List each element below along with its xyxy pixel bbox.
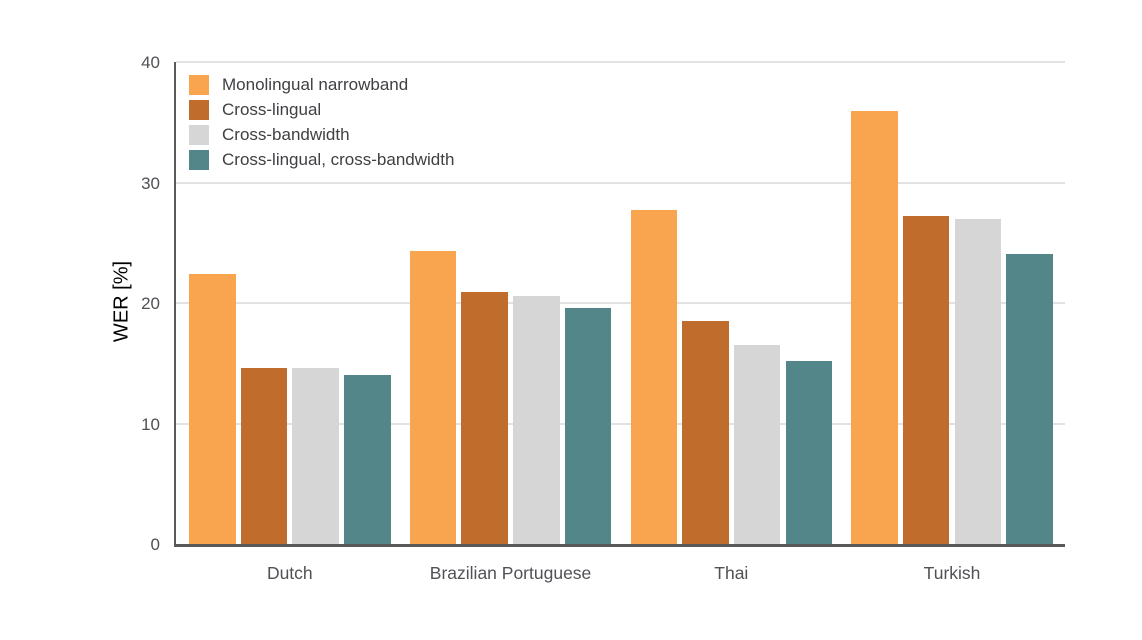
y-tick-label-30: 30: [141, 173, 160, 193]
bar-brazilian-portuguese-series-3: [564, 307, 612, 544]
bar-dutch-series-1: [240, 368, 288, 544]
legend: Monolingual narrowband Cross-lingual Cross…: [189, 72, 454, 172]
y-axis-title: WER [%]: [110, 260, 133, 343]
bar-turkish-series-0: [851, 111, 898, 544]
gridline-y-10: [176, 422, 1065, 425]
legend-swatch-icon: [189, 149, 209, 170]
x-tick-label-brazilian-portuguese: Brazilian Portuguese: [429, 563, 592, 583]
bar-dutch-series-2: [292, 368, 339, 544]
bar-dutch-series-0: [189, 274, 236, 544]
gridline-y-20: [176, 302, 1065, 304]
y-tick-label-20: 20: [141, 294, 160, 313]
legend-item-0: Monolingual narrowband: [189, 72, 454, 97]
x-tick-label-thai: Thai: [714, 563, 749, 583]
y-tick-label-0: 0: [150, 535, 160, 554]
bar-thai-series-0: [630, 210, 677, 544]
legend-swatch-icon: [189, 99, 209, 120]
gridline-y-40: [176, 61, 1065, 63]
bar-thai-series-2: [733, 345, 781, 544]
legend-label: Monolingual narrowband: [222, 74, 409, 94]
bar-turkish-series-1: [902, 216, 950, 544]
bar-turkish-series-3: [1006, 253, 1053, 544]
legend-label: Cross-lingual, cross-bandwidth: [222, 149, 455, 169]
legend-swatch-icon: [189, 124, 209, 145]
bar-brazilian-portuguese-series-0: [409, 251, 457, 544]
bar-turkish-series-2: [954, 218, 1002, 544]
x-tick-label-turkish: Turkish: [923, 563, 981, 583]
legend-item-3: Cross-lingual, cross-bandwidth: [189, 147, 454, 172]
y-tick-label-10: 10: [141, 414, 160, 434]
legend-item-1: Cross-lingual: [189, 97, 454, 122]
legend-label: Cross-lingual: [222, 99, 322, 119]
legend-label: Cross-bandwidth: [222, 124, 350, 144]
x-axis-line: [174, 544, 1065, 547]
y-axis-line: [174, 62, 176, 544]
gridline-y-30: [176, 181, 1065, 184]
bar-thai-series-3: [785, 360, 833, 544]
y-tick-label-40: 40: [141, 53, 160, 72]
bar-brazilian-portuguese-series-1: [461, 292, 508, 544]
bar-thai-series-1: [682, 321, 729, 544]
bar-dutch-series-3: [344, 375, 391, 544]
legend-swatch-icon: [189, 74, 209, 95]
x-tick-label-dutch: Dutch: [266, 563, 313, 583]
bar-brazilian-portuguese-series-2: [513, 295, 560, 544]
legend-item-2: Cross-bandwidth: [189, 122, 454, 147]
